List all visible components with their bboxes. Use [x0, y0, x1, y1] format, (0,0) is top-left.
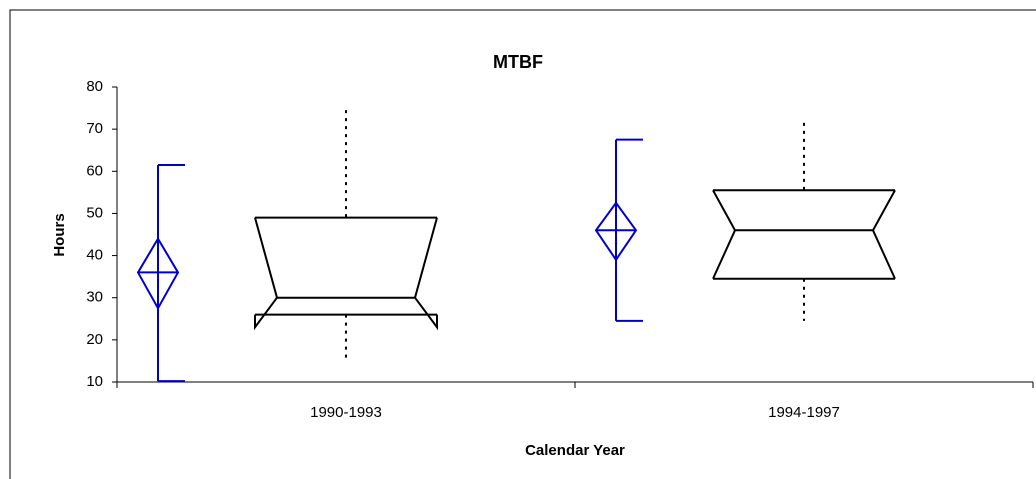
y-axis-label: Hours: [51, 213, 68, 256]
y-tick-label: 80: [86, 78, 103, 95]
y-tick-label: 10: [86, 373, 103, 390]
chart-border: [9, 9, 1036, 479]
y-tick-label: 40: [86, 247, 103, 264]
x-axis-label: Calendar Year: [525, 442, 625, 459]
mean-diamond: [136, 236, 180, 311]
x-tick-label: 1994-1997: [768, 404, 840, 421]
y-tick-label: 30: [86, 289, 103, 306]
y-tick-label: 60: [86, 162, 103, 179]
box-notch-side: [254, 217, 279, 331]
y-tick-label: 20: [86, 331, 103, 348]
box-notch-side: [413, 217, 438, 331]
mean-diamond: [594, 201, 638, 262]
y-tick-label: 50: [86, 204, 103, 221]
box-notch-side: [712, 189, 737, 280]
x-tick-label: 1990-1993: [310, 404, 382, 421]
chart-title: MTBF: [493, 52, 543, 72]
box-notch-side: [871, 189, 896, 280]
y-tick-label: 70: [86, 120, 103, 137]
